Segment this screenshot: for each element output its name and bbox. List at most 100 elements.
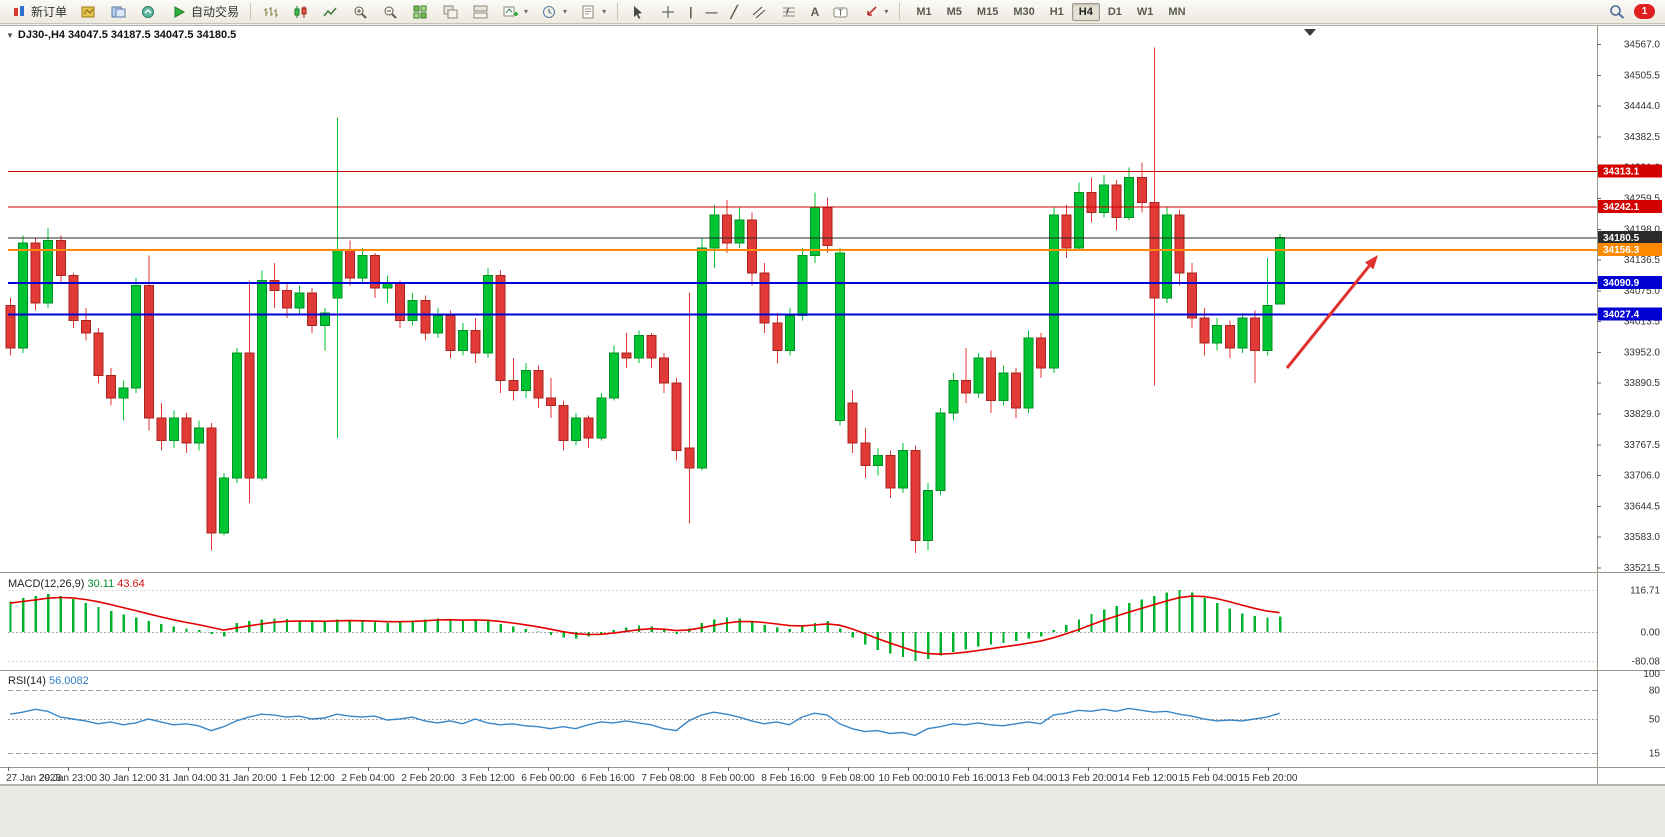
chart-shift-marker[interactable] [1304, 29, 1316, 36]
price-level-tag-label: 34156.3 [1603, 245, 1640, 256]
zoom-in-button[interactable] [346, 1, 375, 23]
bar-chart-mode-button[interactable] [256, 1, 285, 23]
macd-axis-label: 0.00 [1641, 628, 1661, 639]
candle [910, 450, 921, 542]
channel-tool-button[interactable] [745, 1, 774, 23]
timeframe-button-mn[interactable]: MN [1168, 5, 1186, 18]
candle [935, 412, 946, 492]
candle [747, 219, 758, 274]
timeframe-button-d1[interactable]: D1 [1107, 5, 1122, 18]
price-axis-label: 34198.0 [1624, 224, 1661, 235]
charts-button[interactable] [74, 1, 103, 23]
candle [671, 382, 682, 452]
tile-windows-button[interactable] [406, 1, 435, 23]
timeframe-button-m1[interactable]: M1 [916, 5, 932, 18]
time-axis-label: 10 Feb 16:00 [939, 773, 998, 784]
candle [872, 455, 883, 467]
macd-axis-label: 116.71 [1630, 585, 1660, 596]
candle [219, 477, 230, 534]
price-level-tag-label: 34027.4 [1603, 310, 1640, 321]
new-order-button[interactable]: 新订单 [4, 0, 73, 23]
candle [960, 379, 971, 394]
time-axis-label: 29 Jan 23:00 [39, 773, 97, 784]
annotation-arrow-head[interactable] [1364, 255, 1378, 270]
profiles-button[interactable] [104, 1, 133, 23]
time-axis-label: 6 Feb 00:00 [521, 773, 575, 784]
candle [809, 207, 820, 256]
time-axis-label: 15 Feb 20:00 [1239, 773, 1298, 784]
timeframe-button-m5[interactable]: M5 [946, 5, 962, 18]
annotation-arrow[interactable] [1285, 264, 1371, 369]
shapes-tool-button[interactable]: ▾ [856, 1, 894, 23]
add-indicator-caret: ▾ [524, 7, 529, 16]
candle [30, 242, 41, 304]
vline-tool-button[interactable]: | [683, 2, 698, 22]
candle [709, 214, 720, 249]
candle [1124, 177, 1135, 219]
candle [734, 219, 745, 244]
add-indicator-button[interactable]: ▾ [496, 1, 534, 23]
candle [897, 450, 908, 489]
price-axis-label: 34013.5 [1624, 317, 1661, 328]
auto-trading-button[interactable]: 自动交易 [164, 0, 245, 23]
timeframe-button-h1[interactable]: H1 [1049, 5, 1064, 18]
candle [1011, 372, 1022, 409]
candle [458, 329, 469, 351]
price-axis-label: 34444.0 [1624, 101, 1661, 112]
candle [533, 369, 544, 399]
trendline-tool-button[interactable]: ╱ [724, 2, 743, 22]
line-chart-mode-button[interactable] [316, 1, 345, 23]
candle [307, 292, 318, 326]
templates-caret: ▾ [602, 7, 607, 16]
fibonacci-icon: f [781, 4, 798, 20]
cursor-tool-button[interactable] [623, 1, 652, 23]
notification-badge[interactable]: 1 [1634, 4, 1655, 19]
candle [634, 334, 644, 359]
text-icon: A [810, 4, 820, 19]
crosshair-tool-button[interactable] [653, 1, 682, 23]
timeframe-button-h4[interactable]: H4 [1071, 2, 1100, 21]
candle [445, 314, 456, 351]
timeframe-button-m30[interactable]: M30 [1013, 5, 1035, 18]
text-tool-button[interactable]: A [805, 2, 826, 22]
candle [495, 274, 506, 381]
label-tool-button[interactable]: T [826, 1, 855, 23]
candle [646, 334, 657, 359]
candle [1086, 192, 1097, 214]
clock-icon [541, 4, 558, 20]
time-axis-label: 31 Jan 20:00 [219, 773, 277, 784]
new-order-label: 新订单 [31, 5, 68, 19]
search-button[interactable] [1602, 1, 1631, 23]
candle [659, 357, 670, 384]
candle [269, 279, 280, 291]
chart-canvas[interactable]: 34567.034505.534444.034382.534321.034259… [0, 25, 1665, 785]
candle [1174, 214, 1185, 274]
candle [696, 247, 707, 469]
price-axis-label: 33952.0 [1624, 347, 1661, 358]
line-chart-icon [322, 4, 339, 20]
tile-windows-icon [412, 4, 429, 20]
arrange-windows-button[interactable] [466, 1, 495, 23]
candle [948, 379, 959, 414]
candle [80, 319, 91, 334]
zoom-out-button[interactable] [376, 1, 405, 23]
periods-button[interactable]: ▾ [535, 1, 573, 23]
candle [508, 379, 519, 391]
cascade-windows-button[interactable] [436, 1, 465, 23]
hline-tool-button[interactable]: — [699, 2, 723, 22]
market-watch-button[interactable] [134, 1, 163, 23]
candle [571, 417, 582, 442]
price-axis-label: 34382.5 [1624, 132, 1661, 143]
timeframe-button-m15[interactable]: M15 [976, 5, 999, 18]
arrange-windows-icon [472, 4, 489, 20]
timeframe-button-w1[interactable]: W1 [1136, 5, 1154, 18]
candlestick-mode-button[interactable] [286, 1, 315, 23]
candle [143, 284, 154, 419]
price-axis-label: 33890.5 [1624, 378, 1661, 389]
fibonacci-tool-button[interactable]: f [775, 1, 804, 23]
candle [1212, 324, 1223, 344]
templates-button[interactable]: ▾ [574, 1, 612, 23]
candle [282, 289, 293, 309]
toolbar-separator [617, 3, 619, 20]
